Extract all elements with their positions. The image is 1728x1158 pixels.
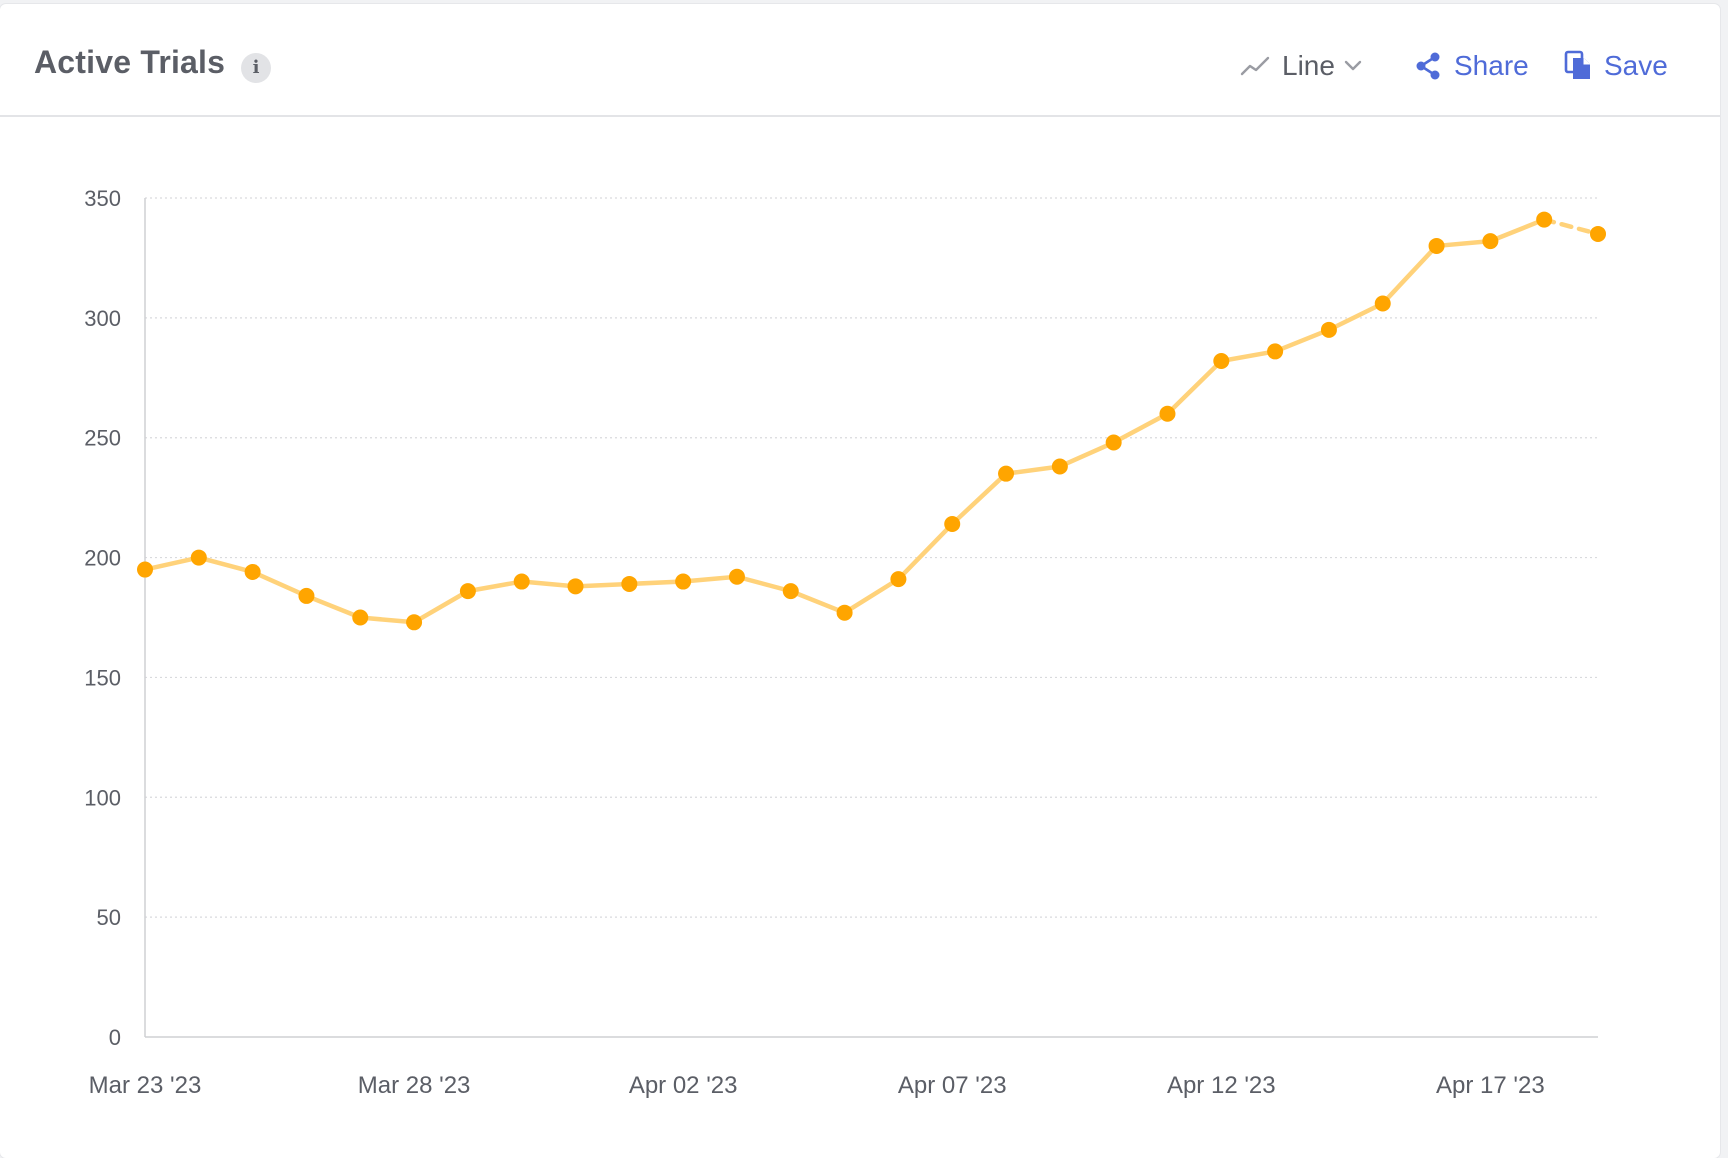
share-button[interactable]: Share <box>1414 44 1529 88</box>
chart-title: Active Trials <box>34 44 226 80</box>
data-point[interactable] <box>675 573 692 590</box>
data-point[interactable] <box>998 465 1015 482</box>
data-point[interactable] <box>836 604 853 621</box>
data-point[interactable] <box>782 583 799 600</box>
card-header: Active Trials i Line Share <box>0 4 1720 117</box>
data-point[interactable] <box>137 561 153 578</box>
x-tick-label: Apr 02 '23 <box>629 1072 738 1099</box>
x-tick-label: Mar 28 '23 <box>358 1072 471 1099</box>
data-point[interactable] <box>1159 405 1176 422</box>
data-point[interactable] <box>728 568 745 585</box>
data-point[interactable] <box>1536 211 1553 228</box>
chart-type-label: Line <box>1282 50 1335 81</box>
chart-card: Active Trials i Line Share <box>0 4 1720 1158</box>
data-point[interactable] <box>890 571 907 588</box>
chart-type-dropdown[interactable]: Line <box>1240 44 1363 88</box>
data-point[interactable] <box>513 573 530 590</box>
data-point[interactable] <box>1267 343 1284 360</box>
data-point[interactable] <box>1482 233 1499 250</box>
data-point[interactable] <box>1213 353 1230 370</box>
data-point[interactable] <box>1428 237 1445 254</box>
y-tick-label: 50 <box>97 905 121 930</box>
x-tick-label: Apr 12 '23 <box>1167 1072 1276 1099</box>
data-point[interactable] <box>567 578 584 595</box>
line-chart-icon <box>1240 56 1270 76</box>
axes <box>144 198 1598 1038</box>
info-icon[interactable]: i <box>241 53 271 83</box>
y-tick-label: 0 <box>109 1025 121 1050</box>
x-tick-label: Apr 17 '23 <box>1436 1072 1545 1099</box>
share-icon <box>1416 52 1440 80</box>
data-point[interactable] <box>1320 321 1337 338</box>
save-label: Save <box>1604 50 1668 81</box>
data-point[interactable] <box>406 614 423 631</box>
data-point[interactable] <box>944 516 961 533</box>
series-points <box>137 211 1606 631</box>
data-point[interactable] <box>1105 434 1122 451</box>
y-tick-label: 350 <box>84 186 121 211</box>
x-axis-ticks: Mar 23 '23 Mar 28 '23 Apr 02 '23 Apr 07 '23… <box>89 1072 1545 1099</box>
x-tick-label: Apr 07 '23 <box>898 1072 1007 1099</box>
copy-save-icon <box>1564 50 1590 79</box>
data-point[interactable] <box>298 587 315 604</box>
data-point[interactable] <box>352 609 369 626</box>
series-line-projected <box>1541 217 1601 237</box>
data-point[interactable] <box>1051 458 1068 475</box>
share-label: Share <box>1454 50 1529 81</box>
data-point[interactable] <box>459 583 476 600</box>
data-point[interactable] <box>621 575 638 592</box>
y-axis-ticks: 0 50 100 150 200 250 300 350 <box>84 186 121 1050</box>
series-line <box>142 217 1601 625</box>
series-line-solid <box>142 217 1547 625</box>
data-point[interactable] <box>1590 225 1606 242</box>
y-tick-label: 150 <box>84 665 121 690</box>
chevron-down-icon <box>1344 60 1362 71</box>
y-tick-label: 300 <box>84 306 121 331</box>
data-point[interactable] <box>244 563 261 580</box>
y-tick-label: 100 <box>84 785 121 810</box>
y-tick-label: 200 <box>84 546 121 571</box>
data-point[interactable] <box>1374 295 1391 312</box>
y-tick-label: 250 <box>84 426 121 451</box>
data-point[interactable] <box>190 549 207 566</box>
save-button[interactable]: Save <box>1564 44 1668 88</box>
x-tick-label: Mar 23 '23 <box>89 1072 202 1099</box>
